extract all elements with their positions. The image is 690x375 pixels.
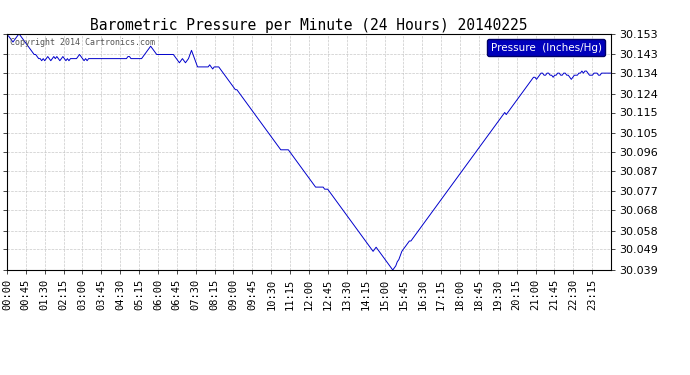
Legend: Pressure  (Inches/Hg): Pressure (Inches/Hg)	[487, 39, 605, 56]
Title: Barometric Pressure per Minute (24 Hours) 20140225: Barometric Pressure per Minute (24 Hours…	[90, 18, 528, 33]
Text: Copyright 2014 Cartronics.com: Copyright 2014 Cartronics.com	[10, 39, 155, 48]
